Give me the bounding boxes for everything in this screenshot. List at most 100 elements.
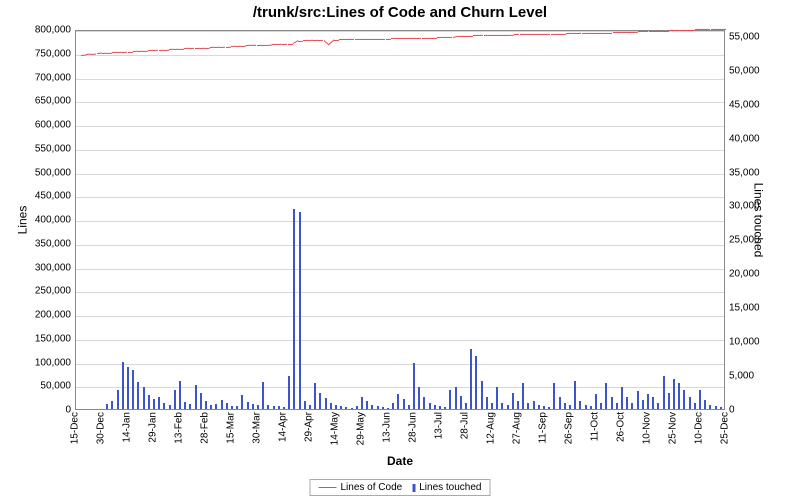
y-right-tick-label: 40,000 [729,133,760,144]
y-right-tick-label: 30,000 [729,201,760,212]
churn-bar [143,387,145,409]
churn-bar [179,381,181,409]
y-right-tick-label: 55,000 [729,31,760,42]
churn-bar [366,401,368,409]
churn-bar [605,383,607,409]
churn-bar [127,367,129,409]
gridline [76,79,724,80]
x-tick-label: 28-Jul [460,412,471,439]
x-tick-label: 14-Jan [122,412,133,443]
churn-bar [663,376,665,409]
churn-bar [205,401,207,409]
gridline [76,340,724,341]
loc-line-segment [607,32,612,33]
churn-bar [470,349,472,409]
churn-bar [553,383,555,409]
x-tick-label: 14-May [330,412,341,445]
x-tick-label: 10-Nov [642,412,653,444]
loc-line-segment [416,38,421,39]
y-left-tick-label: 150,000 [35,333,71,344]
x-tick-label: 29-Apr [304,412,315,442]
churn-bar [226,403,228,409]
churn-bar [683,390,685,409]
churn-bar [434,405,436,409]
churn-bar [481,381,483,410]
churn-bar [231,406,233,409]
churn-bar [267,405,269,409]
x-tick-label: 15-Mar [226,412,237,444]
x-tick-label: 30-Dec [96,412,107,444]
gridline [76,126,724,127]
churn-bar [678,383,680,409]
y-right-tick-label: 15,000 [729,303,760,314]
churn-bar [293,209,295,409]
churn-bar [423,397,425,409]
y-left-tick-label: 650,000 [35,96,71,107]
loc-line-segment [91,53,96,55]
churn-bar [392,403,394,409]
churn-bar [626,397,628,409]
churn-bar [704,400,706,410]
churn-bar [252,404,254,409]
churn-bar [538,405,540,409]
churn-bar [616,403,618,409]
gridline [76,150,724,151]
churn-bar [299,212,301,409]
loc-line-segment [545,34,550,35]
churn-bar [621,387,623,409]
churn-bar [668,393,670,409]
x-tick-label: 13-Jun [382,412,393,443]
loc-line-segment [721,29,726,30]
y-axis-left-label: Lines [15,206,29,235]
churn-bar [309,405,311,409]
loc-line-segment [189,48,194,49]
gridline [76,269,724,270]
churn-bar [153,399,155,409]
gridline [76,102,724,103]
loc-line-segment [220,47,225,48]
churn-bar [455,387,457,409]
churn-bar [418,387,420,409]
x-tick-label: 28-Feb [200,412,211,444]
y-left-tick-label: 550,000 [35,143,71,154]
y-left-tick-label: 700,000 [35,72,71,83]
churn-bar [288,376,290,409]
loc-line-segment [386,38,391,39]
x-tick-label: 13-Jul [434,412,445,439]
y-right-tick-label: 20,000 [729,269,760,280]
loc-line-segment [582,33,587,34]
churn-bar [631,403,633,409]
loc-line-segment [478,35,483,36]
y-left-tick-label: 250,000 [35,286,71,297]
churn-bar [278,406,280,409]
x-tick-label: 28-Jun [408,412,419,443]
churn-bar [158,397,160,409]
legend-label-churn: Lines touched [419,482,481,493]
loc-line-segment [484,35,489,36]
churn-bar [657,403,659,409]
legend-swatch-churn [412,484,415,492]
churn-bar [377,406,379,409]
churn-bar [330,403,332,409]
x-tick-label: 29-Jan [148,412,159,443]
y-left-tick-label: 350,000 [35,238,71,249]
churn-bar [361,397,363,409]
churn-bar [652,397,654,409]
y-left-tick-label: 600,000 [35,120,71,131]
churn-bar [184,402,186,409]
plot-area [75,30,725,410]
x-tick-label: 30-Mar [252,412,263,444]
x-tick-label: 15-Dec [70,412,81,444]
churn-bar [195,385,197,409]
loc-line-segment [128,51,133,52]
churn-bar [611,397,613,409]
churn-bar [527,403,529,409]
x-tick-label: 27-Aug [512,412,523,444]
churn-bar [689,397,691,409]
churn-bar [720,407,722,409]
churn-bar [335,405,337,409]
churn-bar [304,401,306,409]
loc-line-segment [287,43,292,44]
gridline [76,292,724,293]
loc-churn-chart: /trunk/src:Lines of Code and Churn Level… [0,0,800,500]
